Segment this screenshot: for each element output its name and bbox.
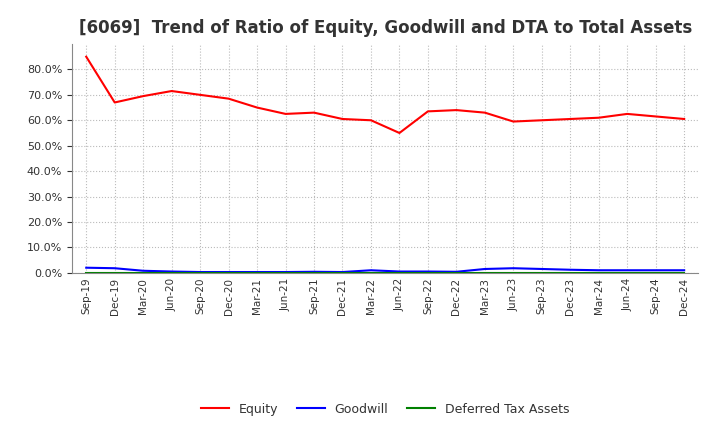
Goodwill [537,266,546,271]
Deferred Tax Assets [282,270,290,275]
Goodwill [423,269,432,274]
Equity [395,130,404,136]
Equity [196,92,204,98]
Goodwill [282,269,290,275]
Deferred Tax Assets [537,270,546,275]
Goodwill [680,268,688,273]
Equity [82,54,91,59]
Deferred Tax Assets [480,270,489,275]
Goodwill [310,269,318,275]
Deferred Tax Assets [423,270,432,275]
Equity [623,111,631,117]
Deferred Tax Assets [310,270,318,275]
Deferred Tax Assets [338,270,347,275]
Equity [253,105,261,110]
Deferred Tax Assets [366,270,375,275]
Goodwill [167,269,176,274]
Goodwill [652,268,660,273]
Deferred Tax Assets [110,270,119,275]
Deferred Tax Assets [196,270,204,275]
Deferred Tax Assets [509,270,518,275]
Equity [595,115,603,121]
Deferred Tax Assets [623,270,631,275]
Equity [338,116,347,121]
Deferred Tax Assets [253,270,261,275]
Equity [480,110,489,115]
Goodwill [139,268,148,273]
Goodwill [623,268,631,273]
Deferred Tax Assets [566,270,575,275]
Goodwill [509,266,518,271]
Goodwill [452,269,461,275]
Goodwill [225,269,233,275]
Deferred Tax Assets [452,270,461,275]
Legend: Equity, Goodwill, Deferred Tax Assets: Equity, Goodwill, Deferred Tax Assets [197,398,574,421]
Goodwill [366,268,375,273]
Goodwill [395,269,404,274]
Equity [680,116,688,121]
Deferred Tax Assets [82,270,91,275]
Deferred Tax Assets [680,270,688,275]
Equity [566,116,575,121]
Goodwill [595,268,603,273]
Equity [423,109,432,114]
Equity [452,107,461,113]
Equity [509,119,518,124]
Equity [167,88,176,94]
Line: Goodwill: Goodwill [86,268,684,272]
Goodwill [110,266,119,271]
Deferred Tax Assets [225,270,233,275]
Deferred Tax Assets [595,270,603,275]
Equity [282,111,290,117]
Equity [225,96,233,101]
Deferred Tax Assets [167,270,176,275]
Equity [652,114,660,119]
Equity [537,117,546,123]
Line: Equity: Equity [86,57,684,133]
Goodwill [196,269,204,275]
Goodwill [82,265,91,270]
Deferred Tax Assets [395,270,404,275]
Equity [310,110,318,115]
Goodwill [566,267,575,272]
Equity [366,117,375,123]
Equity [110,100,119,105]
Goodwill [338,269,347,275]
Equity [139,93,148,99]
Goodwill [480,266,489,271]
Deferred Tax Assets [652,270,660,275]
Deferred Tax Assets [139,270,148,275]
Title: [6069]  Trend of Ratio of Equity, Goodwill and DTA to Total Assets: [6069] Trend of Ratio of Equity, Goodwil… [78,19,692,37]
Goodwill [253,269,261,275]
